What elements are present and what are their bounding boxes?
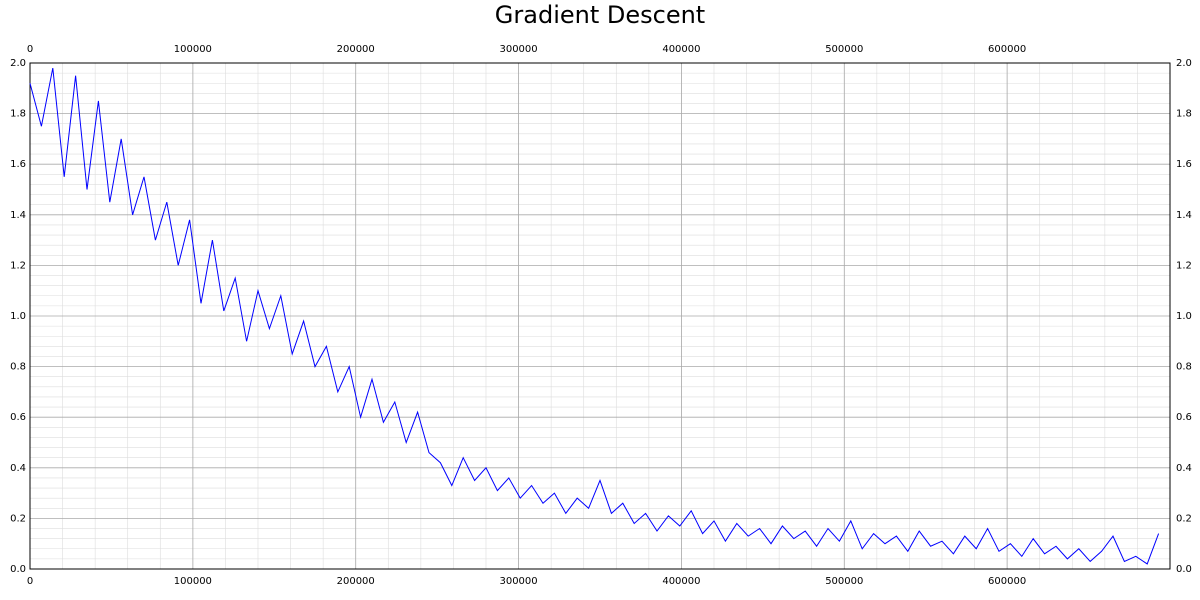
x-tick-label: 200000 xyxy=(337,576,375,587)
x-tick-label: 500000 xyxy=(825,576,863,587)
y2-tick-label: 2.0 xyxy=(1176,58,1192,69)
x2-tick-label: 600000 xyxy=(988,44,1026,55)
y2-tick-label: 0.0 xyxy=(1176,564,1192,575)
plot-frame xyxy=(29,62,1171,570)
y-tick-label: 0.6 xyxy=(10,412,26,423)
x2-tick-label: 300000 xyxy=(499,44,537,55)
y-tick-label: 0.0 xyxy=(10,564,26,575)
y-tick-label: 1.2 xyxy=(10,260,26,271)
x2-tick-label: 0 xyxy=(27,44,33,55)
y2-tick-label: 0.2 xyxy=(1176,513,1192,524)
y2-tick-label: 1.4 xyxy=(1176,210,1192,221)
x-tick-label: 300000 xyxy=(499,576,537,587)
y2-tick-label: 1.0 xyxy=(1176,311,1192,322)
y-tick-label: 0.8 xyxy=(10,362,26,373)
y-tick-label: 1.4 xyxy=(10,210,26,221)
y2-tick-label: 1.8 xyxy=(1176,109,1192,120)
y-tick-label: 2.0 xyxy=(10,58,26,69)
x2-tick-label: 100000 xyxy=(174,44,212,55)
y2-tick-label: 0.8 xyxy=(1176,362,1192,373)
x2-tick-label: 500000 xyxy=(825,44,863,55)
y-tick-label: 1.6 xyxy=(10,159,26,170)
y2-tick-label: 0.6 xyxy=(1176,412,1192,423)
x-tick-label: 0 xyxy=(27,576,33,587)
y2-tick-label: 0.4 xyxy=(1176,463,1192,474)
x2-tick-label: 200000 xyxy=(337,44,375,55)
chart-title: Gradient Descent xyxy=(495,1,705,29)
y-tick-label: 0.4 xyxy=(10,463,26,474)
x-tick-label: 100000 xyxy=(174,576,212,587)
x-tick-label: 400000 xyxy=(662,576,700,587)
y2-tick-label: 1.6 xyxy=(1176,159,1192,170)
x-tick-label: 600000 xyxy=(988,576,1026,587)
y2-tick-label: 1.2 xyxy=(1176,260,1192,271)
y-tick-label: 1.8 xyxy=(10,109,26,120)
y-tick-label: 1.0 xyxy=(10,311,26,322)
x2-tick-label: 400000 xyxy=(662,44,700,55)
y-tick-label: 0.2 xyxy=(10,513,26,524)
series-line xyxy=(29,67,1160,565)
